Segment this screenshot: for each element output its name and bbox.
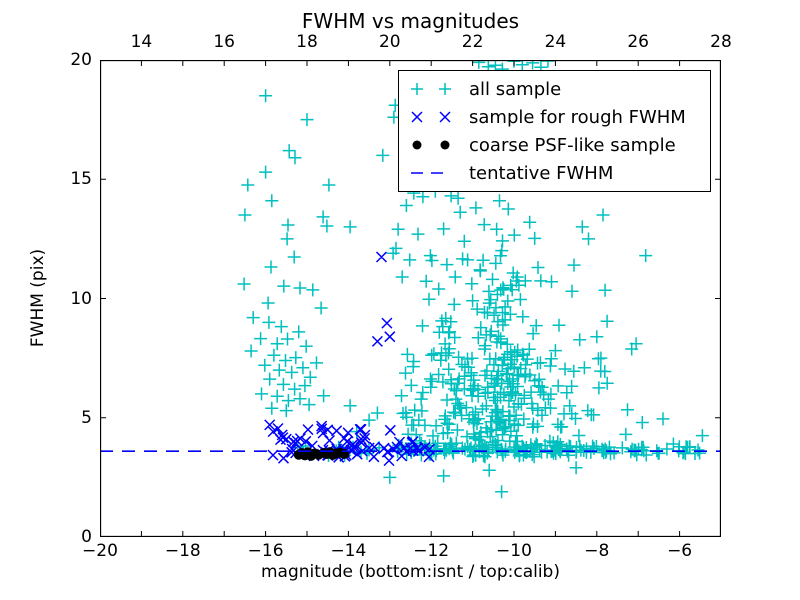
chart-title: FWHM vs magnitudes [301, 9, 520, 33]
y-tick-label: 20 [70, 50, 92, 70]
plus-marker-icon [411, 83, 451, 95]
scatter-canvas [100, 60, 721, 537]
series-coarse-psf-like-sample [293, 447, 350, 461]
x-tick-label-top: 18 [296, 32, 318, 52]
legend-entry-all-sample: all sample [399, 75, 710, 103]
y-tick-label: 15 [70, 169, 92, 190]
x-tick-label-top: 16 [213, 32, 235, 52]
x-tick-label-bottom: −12 [413, 541, 450, 561]
x-tick-label-top: 20 [378, 32, 401, 52]
x-tick-label-bottom: −14 [330, 541, 367, 561]
dashed-line-icon [411, 172, 451, 174]
legend-entry-rough-fwhm: sample for rough FWHM [399, 103, 710, 131]
legend-label: all sample [469, 78, 562, 100]
x-tick-label-bottom: −16 [247, 541, 284, 561]
x-tick-label-bottom: −18 [164, 541, 201, 561]
x-tick-label-top: 26 [627, 32, 649, 52]
legend-label: coarse PSF-like sample [469, 134, 676, 156]
legend-entry-coarse-psf: coarse PSF-like sample [399, 131, 710, 159]
plot-area [100, 60, 721, 537]
y-tick-label: 0 [81, 527, 92, 547]
legend-label: tentative FWHM [469, 162, 614, 184]
y-tick-label: 5 [81, 407, 92, 428]
x-tick-label-top: 22 [461, 32, 484, 52]
legend: all sample sample for rough FWHM coarse … [398, 70, 711, 192]
x-tick-label-bottom: −20 [82, 541, 118, 561]
x-tick-label-top: 24 [544, 32, 567, 52]
axes-frame [100, 60, 721, 537]
legend-entry-tentative-fwhm: tentative FWHM [399, 159, 710, 187]
x-tick-label-top: 28 [710, 32, 732, 52]
legend-label: sample for rough FWHM [469, 106, 686, 128]
y-tick-label: 10 [70, 288, 92, 309]
x-tick-label-bottom: −10 [496, 541, 532, 561]
x-axis-label: magnitude (bottom:isnt / top:calib) [261, 562, 560, 582]
x-tick-label-bottom: −8 [584, 541, 610, 561]
axis-ticks [100, 60, 721, 537]
x-tick-label-bottom: −6 [667, 541, 693, 561]
dot-marker-icon [412, 140, 450, 150]
x-marker-icon [411, 111, 451, 123]
x-tick-label-top: 14 [130, 32, 153, 52]
